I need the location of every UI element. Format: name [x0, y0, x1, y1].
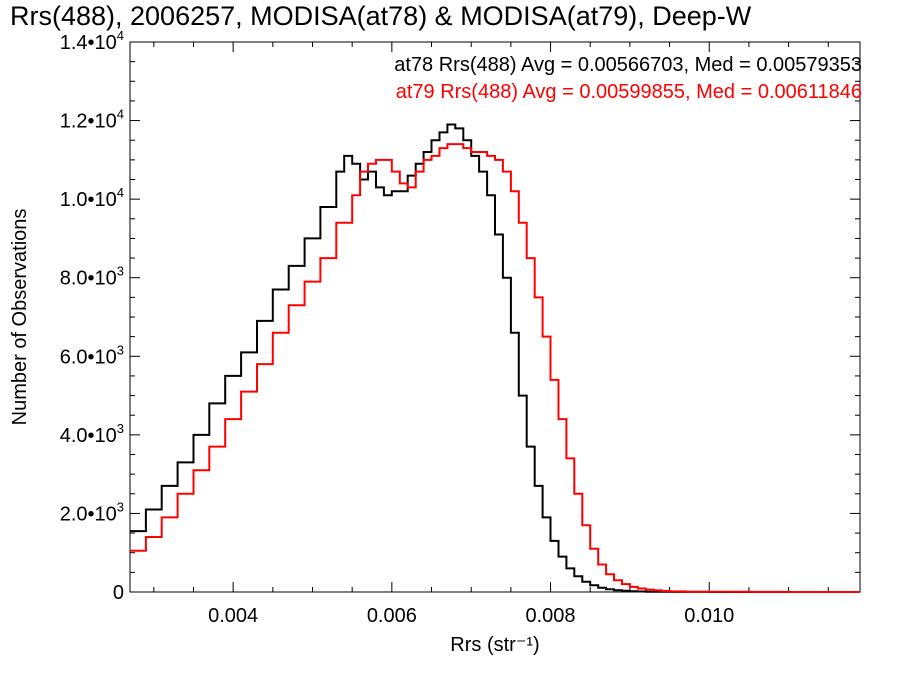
y-tick-label: 0 — [113, 582, 124, 604]
series-layer — [130, 123, 860, 593]
annotation-at78: at78 Rrs(488) Avg = 0.00566703, Med = 0.… — [394, 54, 862, 76]
y-tick-label: 4.0•103 — [60, 421, 124, 447]
x-tick-labels: 0.004 0.006 0.008 0.010 — [208, 605, 734, 627]
y-tick-label: 1.0•104 — [60, 185, 124, 211]
x-tick-label: 0.006 — [367, 605, 417, 627]
y-tick-labels: 0 2.0•103 4.0•103 6.0•103 8.0•103 1.0•104 1.2•… — [60, 28, 124, 604]
y-tick-label: 8.0•103 — [60, 264, 124, 290]
y-tick-label: 1.4•104 — [60, 28, 124, 54]
annotation-at79: at79 Rrs(488) Avg = 0.00599855, Med = 0.… — [396, 81, 862, 103]
y-tick-label: 6.0•103 — [60, 342, 124, 368]
series-line-at79 — [130, 143, 860, 593]
y-tick-label: 2.0•103 — [60, 499, 124, 525]
x-tick-label: 0.008 — [526, 605, 576, 627]
axis-ticks — [130, 41, 860, 593]
y-axis-label: Number of Observations — [9, 209, 31, 426]
series-line-at78 — [130, 123, 860, 593]
x-tick-label: 0.004 — [208, 605, 258, 627]
x-axis-label: Rrs (str⁻¹) — [450, 634, 539, 656]
x-tick-label: 0.010 — [684, 605, 734, 627]
plot-frame — [129, 41, 861, 593]
y-tick-label: 1.2•104 — [60, 107, 124, 133]
chart-title: Rrs(488), 2006257, MODISA(at78) & MODISA… — [10, 1, 752, 31]
